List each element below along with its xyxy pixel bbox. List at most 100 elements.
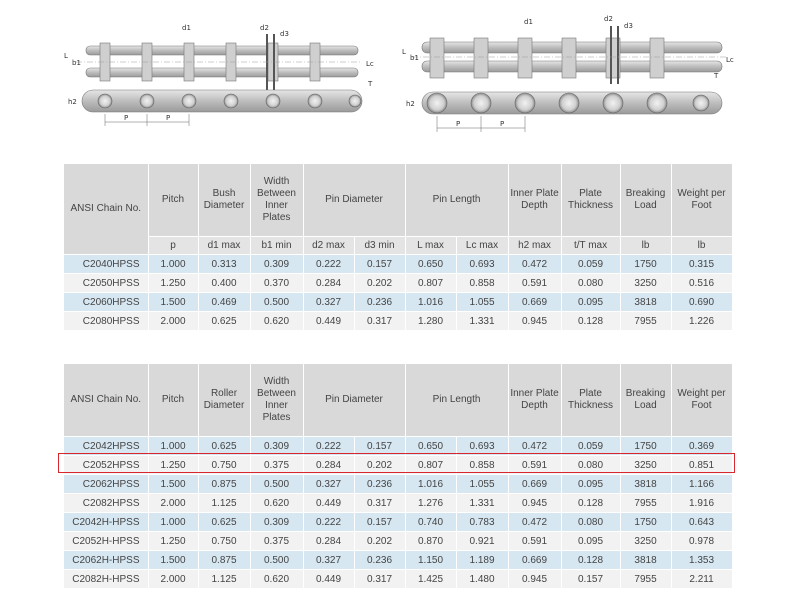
table-cell: 1.500 [148, 292, 199, 312]
label-pitch-2: P [500, 120, 504, 128]
table-cell: 1.000 [148, 436, 199, 456]
table-cell: 1.353 [671, 550, 733, 570]
table-cell: 3818 [620, 474, 672, 494]
header-weight-per-foot: Weight per Foot [671, 164, 733, 237]
table-cell: 1750 [620, 436, 672, 456]
table-row: C2052H-HPSS 1.250 0.750 0.375 0.284 0.202 0.87… [64, 531, 733, 551]
table-cell: 0.978 [671, 531, 733, 551]
table-cell: 0.202 [354, 455, 406, 475]
top-view [76, 34, 362, 90]
table-cell: 0.095 [561, 531, 621, 551]
header-ansi-chain-no: ANSI Chain No. [64, 164, 149, 255]
table-cell: 0.669 [508, 292, 562, 312]
table-cell: 0.516 [671, 273, 733, 293]
table-cell: 0.650 [405, 436, 457, 456]
table-cell: 0.317 [354, 569, 406, 589]
chain-model-cell: C2052H-HPSS [64, 531, 149, 551]
table-cell: 0.059 [561, 254, 621, 274]
table-cell: 0.080 [561, 455, 621, 475]
table-cell: 2.000 [148, 311, 199, 331]
table-cell: 0.370 [250, 273, 304, 293]
header-breaking-load: Breaking Load [620, 164, 672, 237]
table-cell: 0.858 [456, 273, 509, 293]
table-cell: 0.059 [561, 436, 621, 456]
table-cell: 0.222 [303, 512, 355, 532]
table-cell: 0.750 [198, 531, 251, 551]
table-cell: 0.693 [456, 254, 509, 274]
chain-model-cell: C2082H-HPSS [64, 569, 149, 589]
table-cell: 0.783 [456, 512, 509, 532]
side-view [81, 89, 363, 126]
table-cell: 1.250 [148, 455, 199, 475]
label-d3: d3 [624, 22, 633, 30]
table-cell: 0.620 [250, 569, 304, 589]
label-T: T [367, 80, 373, 88]
header-pitch: Pitch [148, 364, 199, 437]
table-cell: 0.095 [561, 292, 621, 312]
unit-cell: b1 min [250, 236, 304, 255]
table-cell: 0.369 [671, 436, 733, 456]
table-cell: 0.313 [198, 254, 251, 274]
table-cell: 0.740 [405, 512, 457, 532]
side-view [421, 91, 723, 132]
label-d2: d2 [260, 24, 269, 32]
chain-model-cell: C2040HPSS [64, 254, 149, 274]
table-cell: 1.055 [456, 292, 509, 312]
table-cell: 0.472 [508, 254, 562, 274]
table-cell: 0.669 [508, 474, 562, 494]
header-roller-diameter: Roller Diameter [198, 364, 251, 437]
table-cell: 0.080 [561, 512, 621, 532]
chain-model-cell: C2052HPSS [64, 455, 149, 475]
unit-cell: lb [671, 236, 733, 255]
table-cell: 0.284 [303, 531, 355, 551]
unit-cell: lb [620, 236, 672, 255]
unit-cell: p [148, 236, 199, 255]
chain-model-cell: C2062HPSS [64, 474, 149, 494]
unit-cell: L max [405, 236, 457, 255]
table-cell: 0.807 [405, 455, 457, 475]
chain-model-cell: C2062H-HPSS [64, 550, 149, 570]
header-ansi-chain-no: ANSI Chain No. [64, 364, 149, 437]
table-row: C2082H-HPSS 2.000 1.125 0.620 0.449 0.317 1.42… [64, 569, 733, 589]
table-cell: 1.480 [456, 569, 509, 589]
header-inner-plate-depth: Inner Plate Depth [508, 364, 562, 437]
table-cell: 1.055 [456, 474, 509, 494]
table-cell: 0.693 [456, 436, 509, 456]
table-cell: 0.945 [508, 311, 562, 331]
table-cell: 7955 [620, 311, 672, 331]
table-cell: 0.851 [671, 455, 733, 475]
unit-cell: Lc max [456, 236, 509, 255]
table-cell: 0.875 [198, 550, 251, 570]
table-cell: 0.625 [198, 436, 251, 456]
table-cell: 1.016 [405, 292, 457, 312]
table-cell: 1.500 [148, 474, 199, 494]
table-cell: 1.250 [148, 273, 199, 293]
header-pitch: Pitch [148, 164, 199, 237]
chain-model-cell: C2042HPSS [64, 436, 149, 456]
table-cell: 0.690 [671, 292, 733, 312]
header-weight-per-foot: Weight per Foot [671, 364, 733, 437]
table-cell: 7955 [620, 569, 672, 589]
table-cell: 1.226 [671, 311, 733, 331]
header-bush-diameter: Bush Diameter [198, 164, 251, 237]
table-cell: 0.858 [456, 455, 509, 475]
table-row: C2062HPSS 1.500 0.875 0.500 0.327 0.236 1.016 1… [64, 474, 733, 494]
table-cell: 1.916 [671, 493, 733, 513]
chain-model-cell: C2082HPSS [64, 493, 149, 513]
table-row: C2042HPSS 1.000 0.625 0.309 0.222 0.157 0.650 0… [64, 436, 733, 456]
header-pin-diameter: Pin Diameter [303, 364, 406, 437]
unit-cell: t/T max [561, 236, 621, 255]
table-cell: 0.222 [303, 436, 355, 456]
table-cell: 0.400 [198, 273, 251, 293]
label-d1: d1 [182, 24, 191, 32]
table-cell: 0.472 [508, 436, 562, 456]
chain-model-cell: C2060HPSS [64, 292, 149, 312]
label-L: L [402, 48, 406, 56]
table-cell: 0.620 [250, 311, 304, 331]
label-pitch-2: P [166, 114, 170, 122]
table-cell: 3250 [620, 455, 672, 475]
label-b1: b1 [72, 59, 81, 67]
label-h2: h2 [68, 98, 77, 106]
table-cell: 0.095 [561, 474, 621, 494]
table-cell: 1.000 [148, 254, 199, 274]
